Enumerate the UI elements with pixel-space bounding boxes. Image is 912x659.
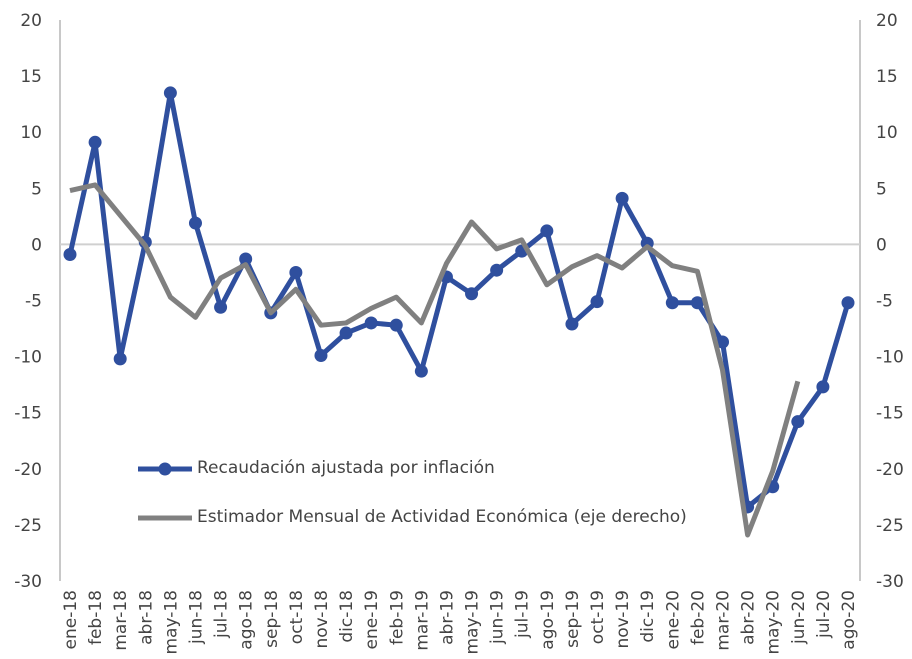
y2-tick-label: -25 [876,516,904,536]
y-tick-label: 5 [31,179,42,199]
x-tick-label: abr-18 [136,590,156,645]
series-marker [188,216,202,230]
x-tick-label: may-19 [463,590,483,655]
x-tick-label: mar-19 [412,590,432,651]
series-marker [63,247,77,261]
x-tick-label: mar-20 [714,590,734,651]
legend-marker [158,462,172,476]
x-tick-label: jun-18 [186,590,206,645]
x-tick-label: nov-18 [312,590,332,649]
y2-tick-label: 15 [876,67,898,87]
x-tick-label: may-18 [161,590,181,655]
y-tick-label: 15 [20,67,42,87]
x-tick-label: ene-18 [61,590,81,649]
x-tick-label: jul-18 [212,590,232,639]
series-line [69,182,801,538]
y2-tick-label: -20 [876,460,904,480]
x-tick-label: sep-19 [563,590,583,648]
y-tick-label: -20 [14,460,42,480]
y2-tick-label: 20 [876,11,898,31]
series-marker [239,252,253,266]
x-tick-label: dic-19 [638,590,658,643]
y-tick-label: 10 [20,123,42,143]
legend-label: Estimador Mensual de Actividad Económica… [197,507,687,527]
y2-tick-label: 10 [876,123,898,143]
x-tick-label: abr-19 [437,590,457,645]
series-marker [690,296,704,310]
y-tick-label: -15 [14,404,42,424]
series-marker [490,263,504,277]
series-marker [816,380,830,394]
series-marker [364,316,378,330]
series-marker [565,317,579,331]
x-tick-label: sep-18 [262,590,282,648]
series-marker [289,265,303,279]
x-tick-label: jul-19 [513,590,533,639]
series-marker [339,326,353,340]
series-marker [113,352,127,366]
legend-label: Recaudación ajustada por inflación [197,458,495,478]
series-marker [465,287,479,301]
x-tick-label: ago-19 [538,590,558,650]
y2-tick-label: -5 [876,292,893,312]
series-marker [214,300,228,314]
y-tick-label: -10 [14,348,42,368]
series-marker [716,335,730,349]
x-tick-label: jun-19 [488,590,508,645]
x-tick-label: mar-18 [111,590,131,651]
series-marker [389,318,403,332]
series-marker [314,348,328,362]
x-tick-label: oct-18 [287,590,307,644]
x-tick-label: feb-20 [688,590,708,645]
x-tick-label: feb-18 [86,590,106,645]
x-tick-label: may-20 [764,590,784,655]
y2-tick-label: 5 [876,179,887,199]
y2-tick-label: -30 [876,572,904,592]
x-tick-label: dic-18 [337,590,357,643]
series-line [67,90,851,510]
y2-tick-label: -10 [876,348,904,368]
series-marker [665,296,679,310]
x-tick-label: nov-19 [613,590,633,649]
series-marker [163,86,177,100]
x-tick-label: oct-19 [588,590,608,644]
series-marker [590,295,604,309]
y-tick-label: -30 [14,572,42,592]
series-marker [791,415,805,429]
y2-tick-label: -15 [876,404,904,424]
y-tick-label: 0 [31,235,42,255]
y-tick-label: 20 [20,11,42,31]
x-tick-label: jun-20 [789,590,809,645]
x-tick-label: feb-19 [387,590,407,645]
x-tick-label: ene-20 [663,590,683,649]
series-marker [88,135,102,149]
x-tick-label: ago-18 [237,590,257,650]
y-tick-label: -5 [25,292,42,312]
y-tick-label: -25 [14,516,42,536]
x-tick-label: ago-20 [839,590,859,650]
x-tick-label: ene-19 [362,590,382,649]
x-tick-label: jul-20 [814,590,834,639]
y2-tick-label: 0 [876,235,887,255]
series-marker [615,191,629,205]
series-marker [540,224,554,238]
x-tick-label: abr-20 [739,590,759,645]
series-marker [841,296,855,310]
series-marker [414,364,428,378]
